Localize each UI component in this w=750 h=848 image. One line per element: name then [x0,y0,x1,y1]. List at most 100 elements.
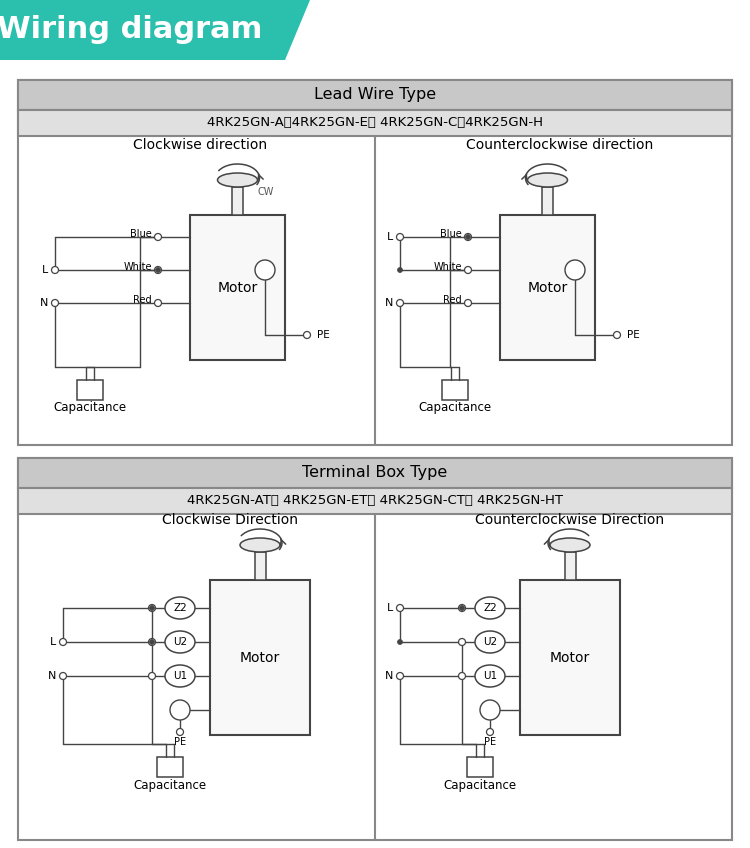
Circle shape [398,267,403,272]
Ellipse shape [527,173,568,187]
Circle shape [466,235,470,239]
Text: U2: U2 [483,637,497,647]
Text: Blue: Blue [130,229,152,239]
Bar [232,187,243,215]
Bar [77,380,103,400]
Text: Z2: Z2 [483,603,496,613]
Circle shape [59,639,67,645]
Text: Counterclockwise Direction: Counterclockwise Direction [476,513,664,527]
Circle shape [487,728,494,735]
Circle shape [304,332,310,338]
Bar [18,80,732,445]
Text: 4RK25GN-AT、 4RK25GN-ET、 4RK25GN-CT、 4RK25GN-HT: 4RK25GN-AT、 4RK25GN-ET、 4RK25GN-CT、 4RK2… [187,494,563,507]
Bar [210,580,310,735]
Ellipse shape [240,538,280,552]
Circle shape [149,605,154,611]
Circle shape [458,605,466,611]
Ellipse shape [165,597,195,619]
Circle shape [398,639,403,644]
Ellipse shape [165,631,195,653]
Bar [18,110,732,136]
Text: Lead Wire Type: Lead Wire Type [314,87,436,103]
Circle shape [480,700,500,720]
Text: Wiring diagram: Wiring diagram [0,15,262,44]
Circle shape [176,728,184,735]
Bar [520,580,620,735]
Text: Clockwise Direction: Clockwise Direction [162,513,298,527]
Text: PE: PE [484,737,496,747]
Text: Counterclockwise direction: Counterclockwise direction [466,138,653,152]
Text: Capacitance: Capacitance [134,778,206,791]
Bar [18,488,732,514]
Circle shape [154,266,161,274]
Text: L: L [387,603,393,613]
Circle shape [59,672,67,679]
Bar [254,552,266,580]
Bar [18,458,732,840]
Text: Red: Red [443,295,462,305]
Bar [18,458,732,488]
Circle shape [397,299,404,306]
Text: U2: U2 [173,637,187,647]
Text: N: N [40,298,48,308]
Text: Terminal Box Type: Terminal Box Type [302,466,448,481]
Circle shape [397,605,404,611]
Text: White: White [433,262,462,272]
Circle shape [52,266,58,274]
Text: Motor: Motor [527,281,568,294]
Text: PE: PE [317,330,330,340]
Text: L: L [387,232,393,242]
Text: U1: U1 [483,671,497,681]
Ellipse shape [475,665,505,687]
Circle shape [148,605,155,611]
Bar [500,215,595,360]
Text: Capacitance: Capacitance [53,401,127,415]
Text: L: L [50,637,56,647]
Bar [190,215,285,360]
Circle shape [155,267,160,272]
Circle shape [464,233,472,241]
Bar [18,80,732,110]
Text: 4RK25GN-A、4RK25GN-E、 4RK25GN-C、4RK25GN-H: 4RK25GN-A、4RK25GN-E、 4RK25GN-C、4RK25GN-H [207,116,543,130]
Circle shape [148,672,155,679]
Circle shape [565,260,585,280]
Ellipse shape [550,538,590,552]
Text: Motor: Motor [550,650,590,665]
Ellipse shape [217,173,257,187]
Circle shape [170,700,190,720]
Circle shape [458,672,466,679]
Text: Capacitance: Capacitance [419,401,491,415]
Text: Z2: Z2 [173,603,187,613]
Ellipse shape [165,665,195,687]
Circle shape [464,266,472,274]
Text: Red: Red [134,295,152,305]
Circle shape [614,332,620,338]
Text: Capacitance: Capacitance [443,778,517,791]
Text: N: N [385,671,393,681]
Text: PE: PE [174,737,186,747]
Ellipse shape [475,597,505,619]
Circle shape [154,299,161,306]
Text: N: N [48,671,56,681]
Circle shape [458,639,466,645]
Text: N: N [385,298,393,308]
Text: Clockwise direction: Clockwise direction [133,138,267,152]
Text: L: L [42,265,48,275]
Circle shape [148,639,155,645]
Circle shape [149,639,154,644]
Circle shape [154,233,161,241]
Text: PE: PE [627,330,640,340]
Bar [467,757,493,777]
Circle shape [460,605,464,611]
Polygon shape [0,0,310,60]
Bar [542,187,553,215]
Bar [157,757,183,777]
Circle shape [52,299,58,306]
Circle shape [255,260,275,280]
Ellipse shape [475,631,505,653]
Text: U1: U1 [173,671,187,681]
Bar [442,380,468,400]
Circle shape [397,672,404,679]
Circle shape [397,233,404,241]
Bar [565,552,575,580]
